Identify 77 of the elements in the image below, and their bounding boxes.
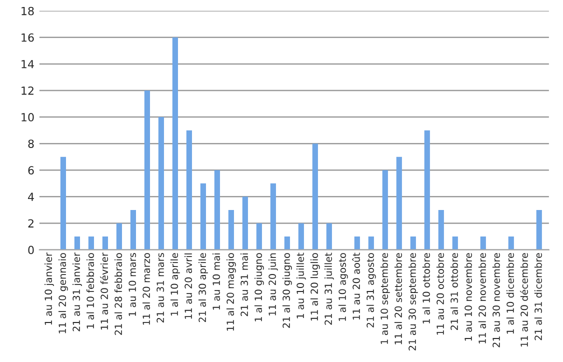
x-tick-label: 11 al 20 marzo (142, 253, 150, 325)
bar (326, 223, 332, 250)
bar (508, 236, 514, 250)
x-tick-label: 11 al 20 luglio (310, 253, 320, 321)
bar (116, 223, 122, 250)
bar (298, 223, 304, 250)
x-tick-label: 21 al 30 aprile (198, 253, 208, 322)
bar (130, 210, 136, 250)
bar (186, 130, 192, 250)
x-tick-label: 11 au 20 juin (268, 253, 278, 316)
x-tick-label: 11 al 20 novembre (478, 253, 486, 344)
bar (438, 210, 444, 250)
x-tick-label: 11 al 20 settembre (394, 253, 402, 344)
x-tick-label: 1 au 10 mai (212, 253, 220, 310)
bar (410, 236, 416, 250)
x-tick-label: 21 al 28 febbraio (114, 253, 122, 335)
x-tick-label: 1 au 10 janvier (44, 252, 54, 325)
x-tick-label: 21 au 30 septembre (408, 253, 418, 350)
y-tick-label: 8 (28, 140, 34, 148)
y-tick-label: 0 (28, 246, 34, 254)
bar (424, 130, 430, 250)
bar (270, 183, 276, 250)
bar (74, 236, 80, 250)
bar (200, 183, 206, 250)
y-tick-label: 12 (22, 86, 34, 95)
x-tick-label: 1 al 10 agosto (338, 253, 348, 321)
bar (228, 210, 234, 250)
y-tick-label: 6 (28, 166, 34, 175)
x-tick-label: 1 au 10 mars (128, 253, 136, 316)
bar (312, 144, 318, 250)
x-tick-label: 1 al 10 febbraio (86, 253, 94, 328)
x-tick-label: 21 au 30 novembre (492, 253, 500, 348)
x-tick-label: 11 al 20 maggio (226, 253, 236, 331)
y-tick-label: 16 (22, 33, 34, 42)
x-tick-label: 11 au 20 décembre (520, 253, 528, 347)
bar (102, 236, 108, 250)
bar (284, 236, 290, 250)
bar (88, 236, 94, 250)
x-tick-label: 1 au 10 juillet (296, 252, 306, 318)
x-tick-label: 1 al 10 giugno (254, 253, 264, 322)
x-tick-label: 1 al 10 ottobre (422, 253, 430, 324)
x-tick-label: 11 au 20 octobre (436, 253, 444, 335)
bar (354, 236, 360, 250)
bar (214, 170, 220, 250)
bar (536, 210, 542, 250)
bar (452, 236, 458, 250)
bar (60, 156, 66, 250)
x-tick-label: 21 au 31 janvier (72, 252, 82, 332)
x-tick-label: 21 au 31 mars (156, 253, 164, 322)
bar (256, 223, 262, 250)
x-tick-label: 21 al 31 agosto (366, 253, 376, 328)
x-tick-label: 1 au 10 septembre (380, 253, 390, 344)
y-tick-label: 18 (22, 6, 34, 16)
bar (242, 196, 248, 250)
x-tick-label: 11 au 20 février (100, 252, 108, 330)
x-tick-label: 21 al 31 ottobre (450, 253, 458, 330)
y-tick-label: 4 (28, 192, 34, 201)
x-tick-label: 21 au 31 mai (240, 253, 248, 316)
x-tick-label: 11 au 20 avril (184, 253, 192, 319)
x-tick-label: 21 al 31 dicembre (534, 253, 542, 340)
x-tick-label: 11 al 20 gennaio (58, 253, 68, 334)
x-tick-label: 11 au 20 août (352, 252, 360, 320)
x-tick-label: 1 al 10 aprile (170, 253, 180, 316)
bar (396, 156, 402, 250)
bar (382, 170, 388, 250)
bar (144, 90, 150, 250)
bar (368, 236, 374, 250)
x-tick-label: 21 au 31 juillet (324, 252, 334, 325)
y-tick-label: 2 (28, 219, 34, 228)
y-tick-label: 14 (22, 60, 34, 68)
bar (172, 37, 178, 250)
x-tick-label: 1 al 10 dicembre (506, 253, 514, 334)
x-tick-label: 21 al 30 giugno (282, 253, 292, 328)
bar (158, 117, 164, 250)
y-tick-label: 10 (22, 113, 34, 122)
bar (480, 236, 486, 250)
x-tick-label: 1 au 10 novembre (464, 253, 472, 341)
